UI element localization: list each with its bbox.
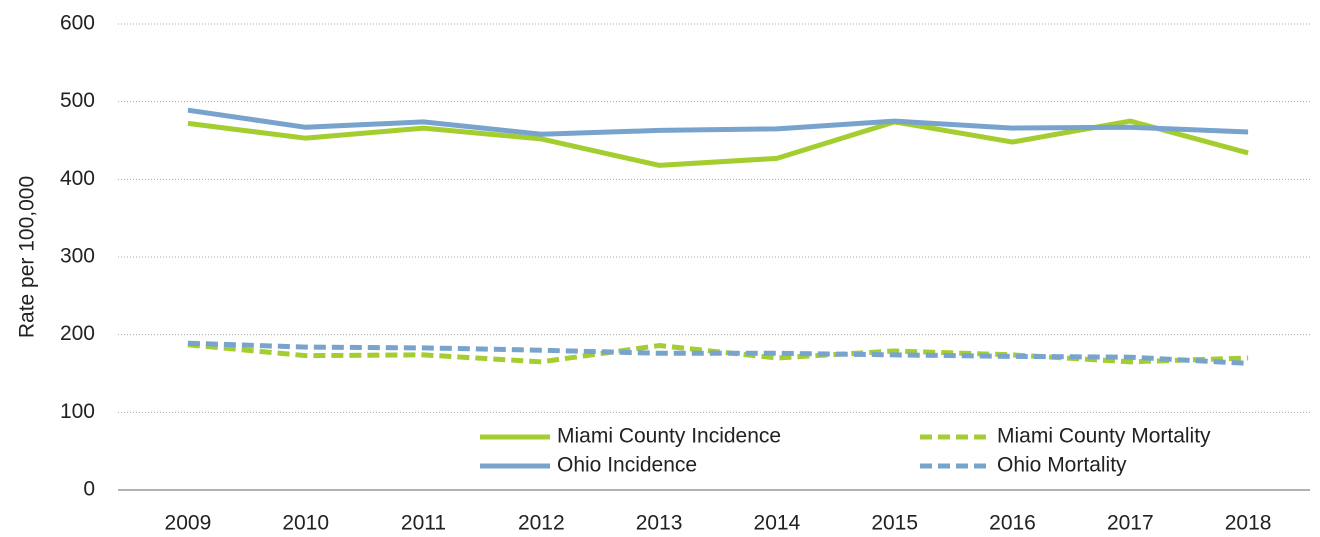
legend-label: Miami County Mortality (997, 425, 1211, 448)
x-tick-label: 2013 (636, 512, 683, 535)
x-tick-label: 2014 (754, 512, 801, 535)
y-tick-label: 200 (60, 322, 95, 345)
series-line (187, 340, 1249, 366)
y-tick-label: 100 (60, 400, 95, 423)
y-axis-label: Rate per 100,000 (16, 176, 39, 338)
series-line (187, 107, 1249, 137)
x-tick-label: 2015 (871, 512, 918, 535)
legend-label: Ohio Mortality (997, 454, 1127, 477)
x-tick-label: 2018 (1225, 512, 1272, 535)
y-tick-label: 0 (83, 478, 95, 501)
legend-label: Ohio Incidence (557, 454, 697, 477)
y-tick-label: 300 (60, 245, 95, 268)
x-tick-label: 2016 (989, 512, 1036, 535)
y-tick-label: 400 (60, 167, 95, 190)
x-tick-label: 2012 (518, 512, 565, 535)
x-tick-label: 2010 (282, 512, 329, 535)
x-tick-label: 2011 (401, 512, 446, 535)
y-tick-label: 600 (60, 12, 95, 35)
series-line (187, 118, 1249, 168)
legend-label: Miami County Incidence (557, 425, 781, 448)
x-tick-label: 2017 (1107, 512, 1154, 535)
x-tick-label: 2009 (165, 512, 212, 535)
y-tick-label: 500 (60, 89, 95, 112)
